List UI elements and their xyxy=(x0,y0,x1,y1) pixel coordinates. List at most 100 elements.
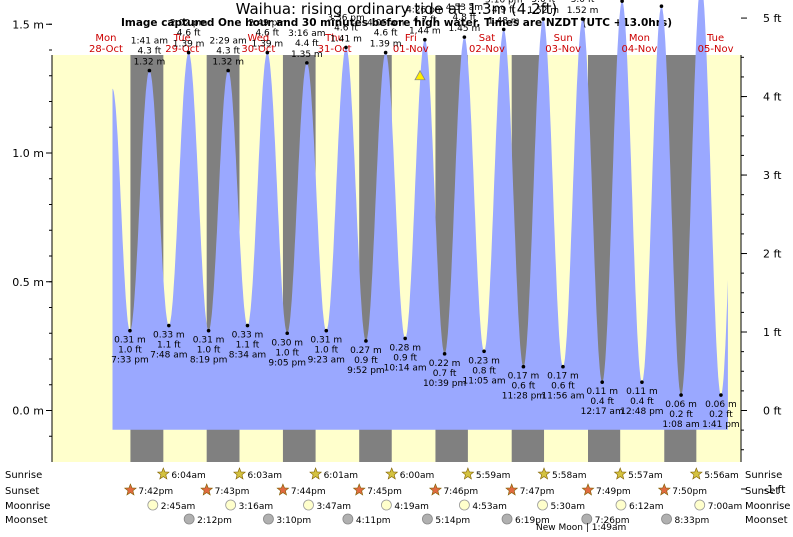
chart-title: Waihua: rising ordinary tide at 1.3m (4.… xyxy=(235,0,558,18)
sunset-icon xyxy=(581,483,595,496)
sunset-time: 7:49pm xyxy=(596,487,631,497)
moonrise-icon xyxy=(303,499,314,511)
sunrise-icon xyxy=(385,467,399,480)
tide-m-label: 1.57 m xyxy=(646,0,678,3)
tide-point xyxy=(442,352,447,356)
moonrise-time: 7:00am xyxy=(708,502,743,512)
sunset-icon xyxy=(505,483,519,496)
moonset-icon xyxy=(422,513,433,525)
sunrise-time: 5:58am xyxy=(552,471,587,481)
y-tick-label-m: 0.0 m xyxy=(12,405,44,418)
tide-point xyxy=(324,328,329,333)
tide-time-label: 4:53 am xyxy=(446,3,483,13)
day-label: Mon xyxy=(629,33,650,44)
moonset-icon xyxy=(661,513,672,525)
tide-m-label: 0.31 m xyxy=(310,336,342,346)
sunrise-icon xyxy=(537,467,551,480)
moonrise-icon xyxy=(615,499,627,511)
tide-m-label: 1.45 m xyxy=(449,24,481,34)
tide-time-label: 10:39 pm xyxy=(423,379,466,389)
date-label: 05-Nov xyxy=(698,44,734,55)
tide-time-label: 12:48 pm xyxy=(620,407,663,417)
tide-ft-label: 1.1 ft xyxy=(157,341,181,351)
almanac-row-label-left: Moonset xyxy=(5,515,48,526)
tide-point xyxy=(147,68,152,73)
date-label: 01-Nov xyxy=(393,44,429,55)
sunrise-icon xyxy=(156,467,170,480)
sunset-time: 7:46pm xyxy=(443,487,478,497)
moonrise-time: 3:16am xyxy=(239,502,273,512)
tide-time-label: 11:56 am xyxy=(541,392,584,402)
sunrise-time: 6:04am xyxy=(171,471,206,481)
tide-point xyxy=(640,380,644,384)
tide-m-label: 1.32 m xyxy=(134,58,166,68)
tide-ft-label: 0.8 ft xyxy=(472,366,496,376)
tide-point xyxy=(521,364,526,369)
y-tick-label-ft: 2 ft xyxy=(763,248,782,261)
tide-m-label: 0.30 m xyxy=(271,338,303,348)
tide-ft-label: 0.4 ft xyxy=(590,397,614,407)
tide-m-label: 0.06 m xyxy=(665,400,697,410)
tide-time-label: 7:48 am xyxy=(150,351,187,361)
tide-point xyxy=(167,323,171,328)
sunrise-time: 6:00am xyxy=(400,471,435,481)
tide-ft-label: 0.2 ft xyxy=(669,410,693,420)
tide-m-label: 1.35 m xyxy=(291,50,323,60)
tide-time-label: 8:34 am xyxy=(229,351,266,361)
y-tick-label-ft: 4 ft xyxy=(763,91,782,104)
sunset-icon xyxy=(352,483,366,496)
moonrise-icon xyxy=(458,499,470,511)
tide-time-label: 11:05 am xyxy=(463,376,506,386)
tide-m-label: 0.23 m xyxy=(468,356,500,366)
tide-time-label: 3:16 am xyxy=(288,29,325,39)
almanac-row-label-right: Sunset xyxy=(745,486,779,497)
sunrise-time: 5:56am xyxy=(704,471,739,481)
tide-time-label: 9:23 am xyxy=(308,356,345,366)
sunset-time: 7:50pm xyxy=(672,487,707,497)
tide-ft-label: 1.1 ft xyxy=(236,341,260,351)
moonrise-icon xyxy=(380,499,392,511)
sunrise-time: 6:01am xyxy=(324,471,359,481)
almanac-row-label-left: Sunrise xyxy=(5,470,42,481)
sunset-icon xyxy=(123,483,137,496)
tide-time-label: 4:05 am xyxy=(367,19,404,29)
tide-time-label: 9:52 pm xyxy=(347,366,385,376)
tide-ft-label: 0.2 ft xyxy=(709,410,733,420)
tide-point xyxy=(561,364,565,369)
tide-point xyxy=(719,393,723,397)
tide-time-label: 3:36 pm xyxy=(327,13,365,23)
moonset-icon xyxy=(263,513,274,525)
date-label: 30-Oct xyxy=(241,44,275,55)
tide-point xyxy=(186,50,191,55)
tide-m-label: 0.27 m xyxy=(350,346,382,356)
tide-m-label: 0.17 m xyxy=(547,372,579,382)
tide-time-label: 8:19 pm xyxy=(190,356,228,366)
tide-ft-label: 4.8 ft xyxy=(453,13,477,23)
y-tick-label-ft: 0 ft xyxy=(763,405,782,418)
tide-m-label: 1.48 m xyxy=(488,16,520,26)
sunrise-time: 6:03am xyxy=(247,471,281,481)
moonset-time: 7:26pm xyxy=(595,516,630,526)
tide-ft-label: 4.3 ft xyxy=(138,47,162,57)
tide-m-label: 0.28 m xyxy=(389,343,421,353)
tide-point xyxy=(265,50,270,55)
tide-m-label: 1.44 m xyxy=(409,27,441,37)
y-tick-label-ft: 1 ft xyxy=(763,326,782,339)
tide-ft-label: 4.7 ft xyxy=(413,16,437,26)
sunrise-icon xyxy=(461,467,475,480)
day-label: Thu xyxy=(324,33,344,44)
tide-m-label: 0.22 m xyxy=(429,359,461,369)
tide-point xyxy=(226,68,230,73)
current-tide-marker xyxy=(414,69,426,81)
almanac-row-label-left: Sunset xyxy=(5,486,39,497)
sunset-icon xyxy=(200,483,214,496)
sunset-icon xyxy=(657,483,671,496)
sunrise-icon xyxy=(309,467,323,480)
tide-ft-label: 4.4 ft xyxy=(295,39,319,49)
sunset-time: 7:47pm xyxy=(520,487,555,497)
tide-ft-label: 4.3 ft xyxy=(216,47,240,57)
tide-ft-label: 5.0 ft xyxy=(571,0,595,5)
tide-m-label: 1.52 m xyxy=(527,6,559,16)
tide-m-label: 1.39 m xyxy=(252,40,284,50)
sunrise-icon xyxy=(689,467,703,480)
